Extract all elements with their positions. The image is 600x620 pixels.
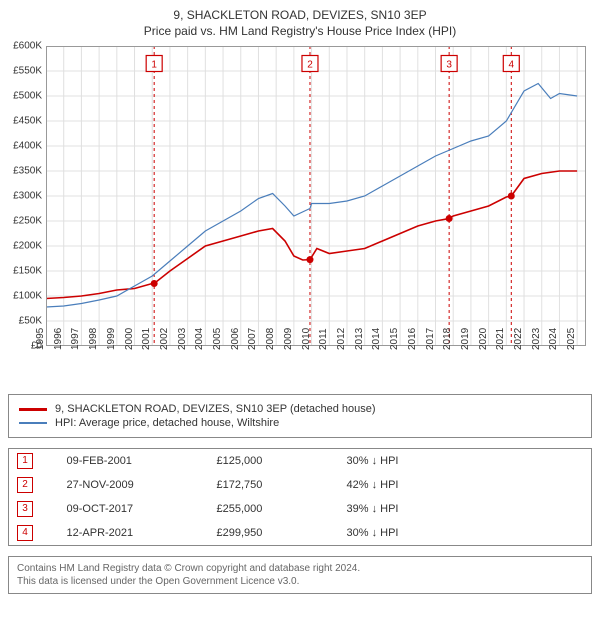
x-tick-label: 2020	[477, 328, 488, 350]
x-tick-label: 2004	[194, 328, 205, 350]
x-tick-label: 2014	[371, 328, 382, 350]
x-tick-label: 1996	[53, 328, 64, 350]
x-tick-label: 2010	[300, 328, 311, 350]
y-tick-label: £600K	[8, 41, 42, 52]
y-tick-label: £300K	[8, 191, 42, 202]
transaction-delta: 39% ↓ HPI	[339, 497, 592, 521]
footer-line1: Contains HM Land Registry data © Crown c…	[17, 562, 583, 575]
y-tick-label: £550K	[8, 66, 42, 77]
legend: 9, SHACKLETON ROAD, DEVIZES, SN10 3EP (d…	[8, 394, 592, 438]
x-tick-label: 2003	[177, 328, 188, 350]
y-tick-label: £100K	[8, 291, 42, 302]
x-tick-label: 2025	[566, 328, 577, 350]
x-tick-label: 1999	[106, 328, 117, 350]
x-tick-label: 2001	[141, 328, 152, 350]
transaction-marker: 2	[17, 477, 33, 493]
footer: Contains HM Land Registry data © Crown c…	[8, 556, 592, 594]
x-tick-label: 1997	[70, 328, 81, 350]
legend-item: 9, SHACKLETON ROAD, DEVIZES, SN10 3EP (d…	[19, 403, 581, 415]
y-tick-label: £150K	[8, 266, 42, 277]
transaction-date: 27-NOV-2009	[59, 473, 209, 497]
transaction-price: £172,750	[209, 473, 339, 497]
transaction-marker: 4	[17, 525, 33, 541]
legend-swatch	[19, 422, 47, 424]
table-row: 2 27-NOV-2009£172,75042% ↓ HPI	[9, 473, 592, 497]
x-tick-label: 2012	[336, 328, 347, 350]
x-tick-label: 2005	[212, 328, 223, 350]
plot-svg: 1 2 3 4	[46, 46, 586, 346]
page-subtitle: Price paid vs. HM Land Registry's House …	[8, 24, 592, 38]
chart: £0£50K£100K£150K£200K£250K£300K£350K£400…	[8, 46, 592, 386]
transaction-price: £299,950	[209, 521, 339, 546]
x-tick-label: 2023	[531, 328, 542, 350]
y-tick-label: £50K	[8, 316, 42, 327]
transaction-delta: 30% ↓ HPI	[339, 449, 592, 474]
svg-text:1: 1	[151, 60, 157, 71]
x-tick-label: 2017	[424, 328, 435, 350]
transaction-table: 109-FEB-2001£125,00030% ↓ HPI227-NOV-200…	[8, 448, 592, 546]
svg-text:2: 2	[307, 60, 313, 71]
transaction-delta: 30% ↓ HPI	[339, 521, 592, 546]
y-axis: £0£50K£100K£150K£200K£250K£300K£350K£400…	[8, 46, 46, 346]
footer-line2: This data is licensed under the Open Gov…	[17, 575, 583, 588]
legend-label: 9, SHACKLETON ROAD, DEVIZES, SN10 3EP (d…	[55, 403, 376, 415]
y-tick-label: £350K	[8, 166, 42, 177]
x-tick-label: 2011	[319, 328, 330, 350]
transaction-date: 09-FEB-2001	[59, 449, 209, 474]
legend-item: HPI: Average price, detached house, Wilt…	[19, 417, 581, 429]
transaction-price: £125,000	[209, 449, 339, 474]
x-tick-label: 2024	[548, 328, 559, 350]
x-tick-label: 2009	[283, 328, 294, 350]
x-axis: 1995199619971998199920002001200220032004…	[46, 346, 586, 386]
x-tick-label: 2000	[123, 328, 134, 350]
x-tick-label: 2006	[230, 328, 241, 350]
x-tick-label: 2002	[159, 328, 170, 350]
x-tick-label: 2015	[389, 328, 400, 350]
transaction-price: £255,000	[209, 497, 339, 521]
x-tick-label: 2022	[513, 328, 524, 350]
svg-text:3: 3	[446, 60, 452, 71]
transaction-marker: 3	[17, 501, 33, 517]
x-tick-label: 2008	[265, 328, 276, 350]
x-tick-label: 1995	[35, 328, 46, 350]
legend-swatch	[19, 408, 47, 411]
table-row: 4 12-APR-2021£299,95030% ↓ HPI	[9, 521, 592, 546]
y-tick-label: £400K	[8, 141, 42, 152]
x-tick-label: 2019	[460, 328, 471, 350]
y-tick-label: £200K	[8, 241, 42, 252]
x-tick-label: 2018	[442, 328, 453, 350]
page-title: 9, SHACKLETON ROAD, DEVIZES, SN10 3EP	[8, 8, 592, 22]
plot-area: 1 2 3 4	[46, 46, 586, 346]
page: 9, SHACKLETON ROAD, DEVIZES, SN10 3EP Pr…	[0, 0, 600, 602]
x-tick-label: 1998	[88, 328, 99, 350]
table-row: 1 09-FEB-2001£125,00030% ↓ HPI	[9, 449, 592, 474]
transaction-marker: 1	[17, 453, 33, 469]
table-row: 3 09-OCT-2017£255,00039% ↓ HPI	[9, 497, 592, 521]
x-tick-label: 2013	[354, 328, 365, 350]
legend-label: HPI: Average price, detached house, Wilt…	[55, 417, 279, 429]
y-tick-label: £500K	[8, 91, 42, 102]
x-tick-label: 2021	[495, 328, 506, 350]
x-tick-label: 2007	[247, 328, 258, 350]
y-tick-label: £450K	[8, 116, 42, 127]
x-tick-label: 2016	[407, 328, 418, 350]
transaction-date: 09-OCT-2017	[59, 497, 209, 521]
svg-text:4: 4	[509, 60, 515, 71]
y-tick-label: £250K	[8, 216, 42, 227]
transaction-delta: 42% ↓ HPI	[339, 473, 592, 497]
transaction-date: 12-APR-2021	[59, 521, 209, 546]
